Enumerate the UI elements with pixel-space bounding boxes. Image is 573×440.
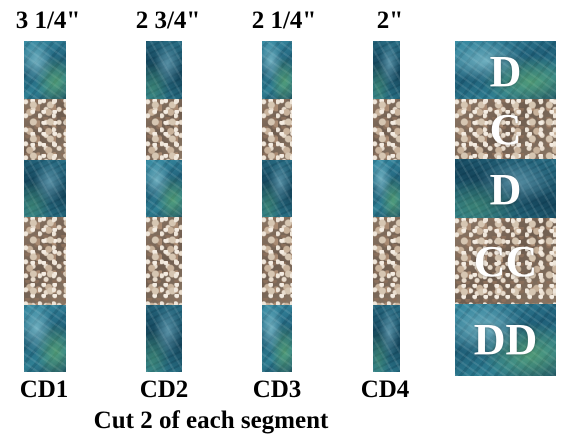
pebble-segment [24,217,66,305]
pebble-segment [24,99,66,160]
water-segment [262,160,292,217]
water-segment: D [455,41,556,99]
water-segment [146,305,182,372]
strip-cd4 [373,41,400,372]
water-segment [262,305,292,372]
strip-width-label-1: 3 1/4" [15,7,81,34]
water-segment: DD [455,304,556,376]
water-segment [373,305,400,372]
strip-cd3 [262,41,292,372]
water-segment [24,160,66,217]
strip-width-label-4: 2" [376,7,404,34]
block-letter-4: CC [473,237,538,286]
block-letter-2: C [489,105,522,154]
strip-name-cd1: CD1 [19,376,69,403]
strip-cd1 [24,41,66,372]
block-letter-3: D [489,165,522,214]
water-segment [262,41,292,99]
strip-name-cd2: CD2 [139,376,189,403]
water-segment [24,41,66,99]
strip-width-label-2: 2 3/4" [135,7,201,34]
block-letter-1: D [489,47,522,96]
pebble-segment [373,217,400,305]
water-segment [24,305,66,372]
strip-name-cd4: CD4 [360,376,410,403]
water-segment [146,160,182,217]
block-letter-5: DD [473,315,538,364]
strip-cd2 [146,41,182,372]
strip-name-cd3: CD3 [252,376,302,403]
pebble-segment: CC [455,218,556,304]
caption: Cut 2 of each segment [93,407,329,434]
water-segment [146,41,182,99]
pebble-segment: C [455,99,556,159]
assembled-block: D C D CC DD [455,41,556,376]
pebble-segment [262,217,292,305]
strip-width-label-3: 2 1/4" [251,7,317,34]
water-segment [373,160,400,217]
pebble-segment [262,99,292,160]
water-segment: D [455,159,556,218]
pebble-segment [373,99,400,160]
pebble-segment [146,217,182,305]
pebble-segment [146,99,182,160]
water-segment [373,41,400,99]
